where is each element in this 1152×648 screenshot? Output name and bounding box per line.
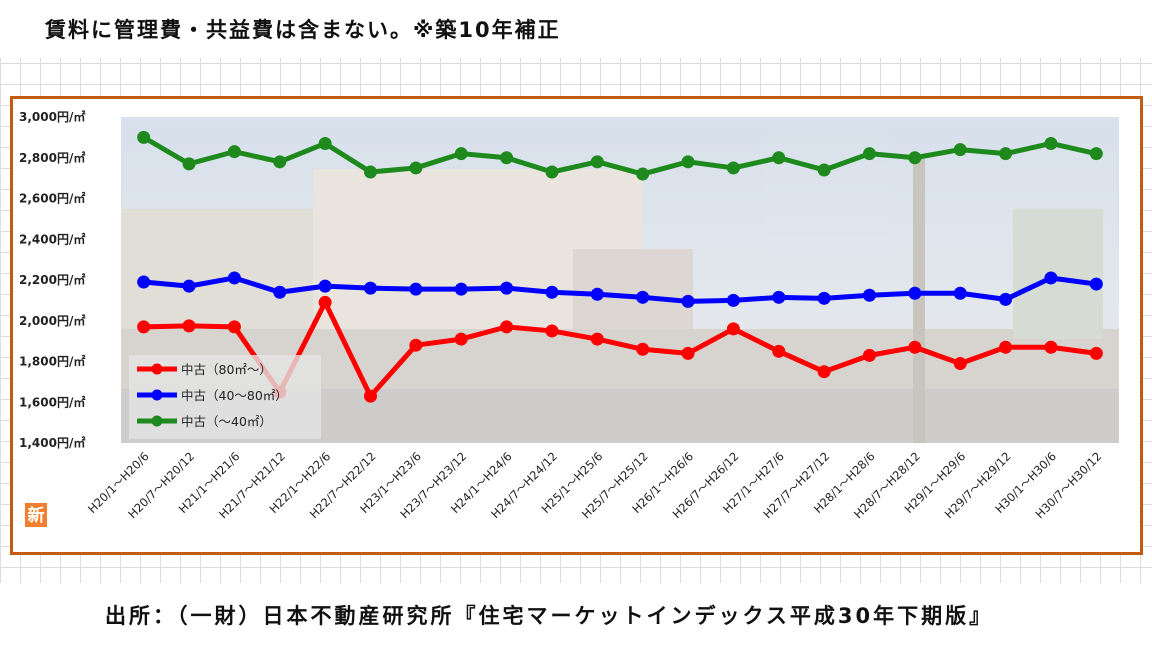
data-point xyxy=(681,294,695,308)
data-point xyxy=(953,357,967,371)
data-point xyxy=(817,365,831,379)
series-line xyxy=(141,134,1099,177)
data-point xyxy=(1089,277,1103,291)
data-point xyxy=(545,165,559,179)
data-point xyxy=(545,285,559,299)
x-axis: H20/1～H20/6H20/7～H20/12H21/1～H21/6H21/7～… xyxy=(85,449,1104,521)
data-point xyxy=(227,271,241,285)
line-chart: 1,400円/㎡ 1,600円/㎡ 1,800円/㎡ 2,000円/㎡ 2,200円/㎡… xyxy=(19,109,1119,527)
data-point xyxy=(681,155,695,169)
data-point xyxy=(953,143,967,157)
data-point xyxy=(726,161,740,175)
data-point xyxy=(863,348,876,362)
new-badge: 新 xyxy=(25,503,47,527)
data-point xyxy=(500,281,514,295)
legend-label: 中古（80㎡～） xyxy=(181,362,272,377)
data-point xyxy=(1089,147,1103,161)
header-note: 賃料に管理費・共益費は含まない。※築10年補正 xyxy=(45,18,561,42)
data-point xyxy=(454,332,468,346)
y-tick-label: 3,000円/㎡ xyxy=(19,109,85,124)
data-point xyxy=(273,285,287,299)
data-point xyxy=(590,287,604,301)
data-point xyxy=(500,151,514,165)
data-point xyxy=(772,151,786,165)
y-tick-label: 2,800円/㎡ xyxy=(19,150,85,165)
data-point xyxy=(590,332,604,346)
data-point xyxy=(908,286,922,300)
data-point xyxy=(500,320,514,334)
series-layer xyxy=(137,130,1103,403)
y-tick-label: 2,600円/㎡ xyxy=(19,191,85,206)
data-point xyxy=(908,340,922,354)
data-point xyxy=(182,157,196,171)
data-point xyxy=(999,340,1013,354)
data-point xyxy=(636,290,650,304)
data-point xyxy=(364,389,377,403)
legend-label: 中古（～40㎡） xyxy=(181,414,272,429)
data-point xyxy=(318,279,332,293)
data-point xyxy=(817,291,831,305)
y-tick-label: 2,400円/㎡ xyxy=(19,231,85,246)
source-note: 出所：（一財）日本不動産研究所『住宅マーケットインデックス平成30年下期版』 xyxy=(105,604,994,628)
data-point xyxy=(364,281,377,295)
data-point xyxy=(999,292,1013,306)
data-point xyxy=(999,147,1013,161)
data-point xyxy=(1044,136,1058,150)
y-tick-label: 1,800円/㎡ xyxy=(19,354,85,369)
data-point xyxy=(863,147,876,161)
data-point xyxy=(590,155,604,169)
data-point xyxy=(908,151,922,165)
data-point xyxy=(137,130,151,144)
data-point xyxy=(1044,271,1058,285)
legend-label: 中古（40～80㎡） xyxy=(181,388,288,403)
data-point xyxy=(636,342,650,356)
new-badge-text: 新 xyxy=(28,505,45,526)
y-tick-label: 2,000円/㎡ xyxy=(19,313,85,328)
data-point xyxy=(681,346,695,360)
data-point xyxy=(772,290,786,304)
data-point xyxy=(364,165,377,179)
data-point xyxy=(1044,340,1058,354)
data-point xyxy=(182,319,196,333)
y-tick-label: 1,400円/㎡ xyxy=(19,435,85,450)
data-point xyxy=(863,288,876,302)
legend-swatch-marker xyxy=(151,389,163,401)
y-tick-label: 1,600円/㎡ xyxy=(19,394,85,409)
data-point xyxy=(454,282,468,296)
data-point xyxy=(227,320,241,334)
data-point xyxy=(409,282,423,296)
data-point xyxy=(545,324,559,338)
data-point xyxy=(454,147,468,161)
series-line xyxy=(141,299,1099,399)
legend: 中古（80㎡～） 中古（40～80㎡） 中古（～40㎡） xyxy=(129,355,321,439)
data-point xyxy=(227,145,241,159)
header-band xyxy=(0,0,1152,58)
data-point xyxy=(137,275,151,289)
data-point xyxy=(409,338,423,352)
y-tick-label: 2,200円/㎡ xyxy=(19,272,85,287)
data-point xyxy=(182,279,196,293)
y-axis: 1,400円/㎡ 1,600円/㎡ 1,800円/㎡ 2,000円/㎡ 2,200円/㎡… xyxy=(19,109,85,450)
data-point xyxy=(1089,346,1103,360)
data-point xyxy=(726,322,740,336)
data-point xyxy=(409,161,423,175)
data-point xyxy=(953,286,967,300)
legend-swatch-marker xyxy=(151,415,163,427)
data-point xyxy=(273,155,287,169)
legend-swatch-marker xyxy=(151,363,163,375)
data-point xyxy=(636,167,650,181)
data-point xyxy=(726,293,740,307)
data-point xyxy=(318,136,332,150)
footer-band xyxy=(0,583,1152,648)
data-point xyxy=(817,163,831,177)
chart-frame: 1,400円/㎡ 1,600円/㎡ 1,800円/㎡ 2,000円/㎡ 2,200円/㎡… xyxy=(10,96,1143,555)
data-point xyxy=(137,320,151,334)
data-point xyxy=(318,295,332,309)
series-line xyxy=(141,275,1099,304)
data-point xyxy=(772,344,786,358)
